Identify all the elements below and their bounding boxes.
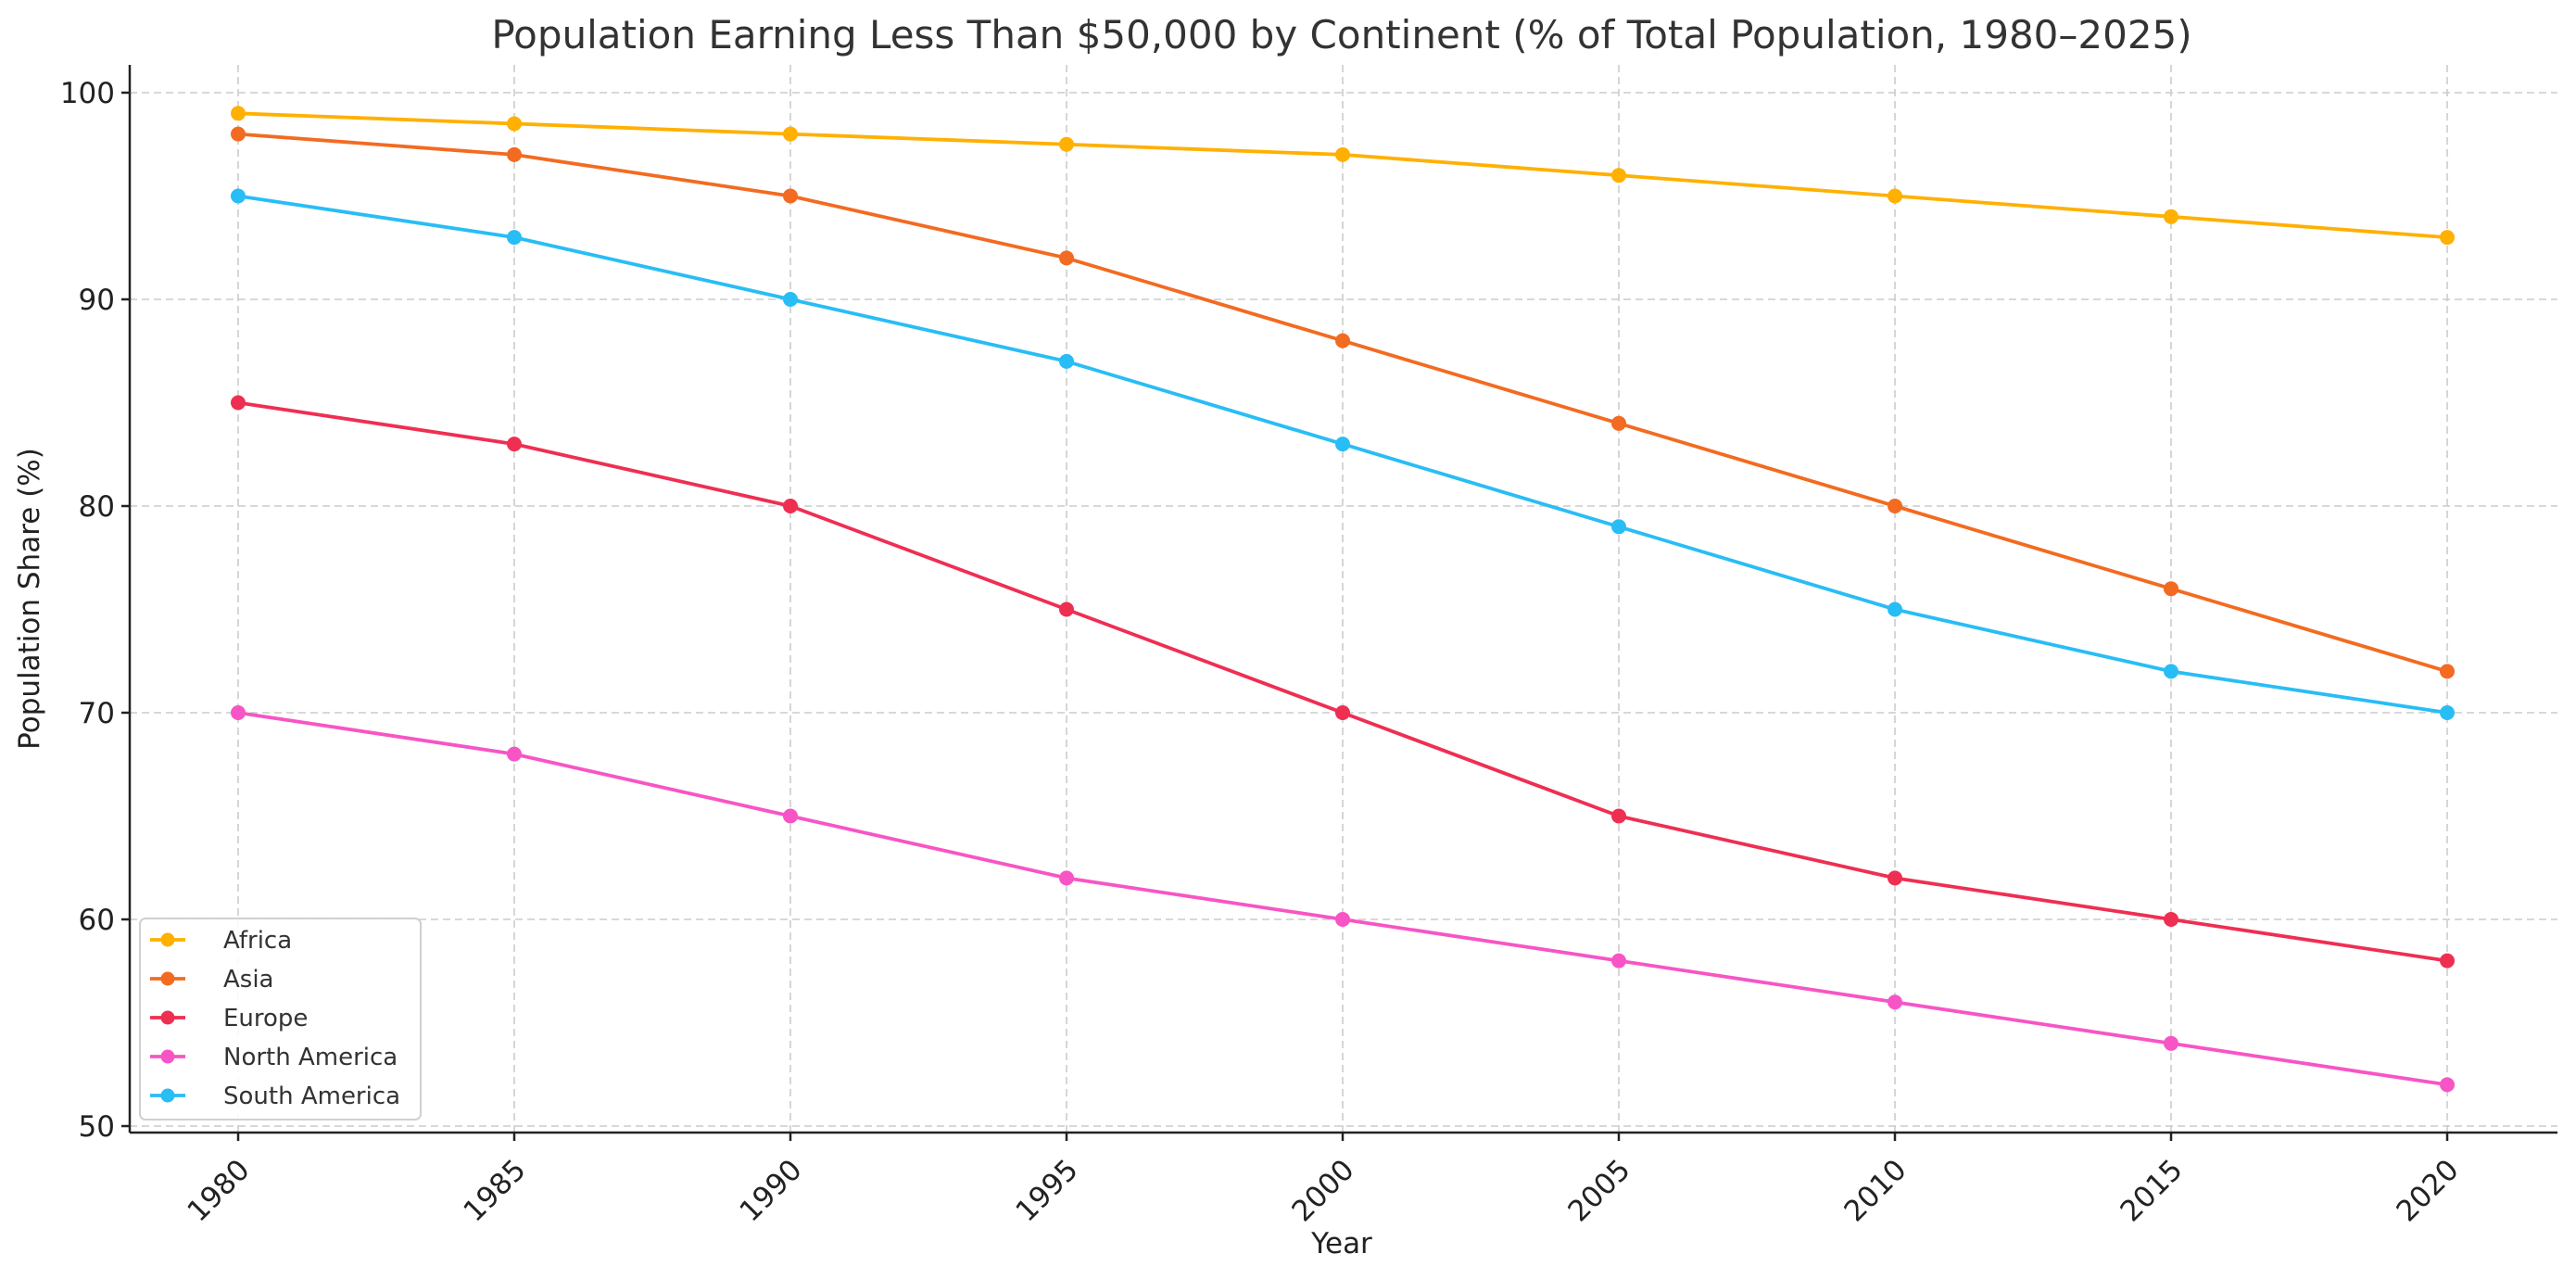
y-tick-label: 90 — [79, 284, 115, 317]
legend-marker — [160, 932, 175, 947]
point-north-america-2000 — [1335, 912, 1350, 927]
x-tick-label: 2015 — [2114, 1153, 2189, 1228]
point-north-america-1980 — [231, 705, 246, 720]
point-asia-2005 — [1611, 415, 1626, 431]
legend-item-south-america: South America — [150, 1083, 400, 1110]
y-axis-label: Population Share (%) — [13, 448, 46, 750]
point-europe-1990 — [783, 499, 798, 513]
y-tick-label: 70 — [79, 697, 115, 730]
x-tick-label: 2000 — [1285, 1153, 1360, 1228]
point-europe-1995 — [1059, 602, 1074, 617]
series-group — [231, 106, 2455, 1093]
series-europe — [231, 395, 2455, 969]
point-south-america-1980 — [231, 188, 246, 204]
y-tick-label: 50 — [79, 1110, 115, 1144]
point-north-america-2020 — [2440, 1077, 2455, 1093]
point-asia-2020 — [2440, 664, 2455, 679]
y-tick-label: 60 — [79, 904, 115, 937]
point-north-america-2005 — [1611, 953, 1626, 969]
series-north-america — [231, 705, 2455, 1093]
axes — [128, 65, 2557, 1134]
legend-marker — [160, 1010, 175, 1025]
point-africa-1980 — [231, 106, 246, 121]
legend: Africa Asia Europe North America South Ameri… — [139, 918, 422, 1121]
point-asia-1990 — [783, 188, 798, 204]
point-south-america-2010 — [1888, 602, 1902, 617]
legend-item-north-america: North America — [150, 1044, 398, 1071]
legend-marker — [160, 1088, 175, 1103]
y-tick-label: 100 — [60, 77, 115, 110]
point-north-america-1990 — [783, 808, 798, 824]
point-europe-1980 — [231, 395, 246, 411]
point-africa-1985 — [507, 116, 522, 132]
point-europe-2005 — [1611, 808, 1626, 824]
point-north-america-2015 — [2164, 1035, 2178, 1051]
x-tick-label: 2020 — [2390, 1153, 2465, 1228]
legend-item-europe: Europe — [150, 1005, 308, 1032]
legend-label: North America — [223, 1044, 398, 1071]
point-south-america-2005 — [1611, 519, 1626, 535]
point-north-america-1995 — [1059, 870, 1074, 886]
point-europe-2000 — [1335, 705, 1350, 720]
series-africa — [231, 106, 2455, 246]
legend-label: South America — [223, 1083, 400, 1110]
x-tick-label: 2005 — [1561, 1153, 1636, 1228]
point-south-america-2015 — [2164, 664, 2178, 679]
legend-marker — [160, 971, 175, 986]
point-north-america-1985 — [507, 746, 522, 762]
x-tick-label: 2010 — [1837, 1153, 1913, 1228]
point-asia-1995 — [1059, 250, 1074, 266]
x-tick-label: 1990 — [733, 1153, 808, 1228]
x-tick-label: 1995 — [1009, 1153, 1084, 1228]
point-asia-2000 — [1335, 333, 1350, 348]
legend-label: Africa — [223, 927, 292, 955]
point-africa-2020 — [2440, 230, 2455, 246]
x-ticks: 1980 1985 1990 1995 2000 2005 2010 2015 2020 — [181, 1133, 2466, 1228]
point-asia-2010 — [1888, 499, 1902, 513]
legend-box — [139, 918, 422, 1121]
point-asia-1985 — [507, 146, 522, 162]
y-ticks: 50 60 70 80 90 100 — [60, 77, 130, 1144]
point-south-america-1995 — [1059, 353, 1074, 369]
point-south-america-1985 — [507, 230, 522, 246]
chart-title: Population Earning Less Than $50,000 by … — [491, 12, 2191, 57]
legend-label: Europe — [223, 1005, 308, 1032]
point-africa-2010 — [1888, 188, 1902, 204]
point-asia-1980 — [231, 126, 246, 142]
legend-marker — [160, 1049, 175, 1064]
point-africa-2005 — [1611, 168, 1626, 184]
point-africa-1990 — [783, 126, 798, 142]
point-south-america-1990 — [783, 292, 798, 307]
x-tick-label: 1985 — [457, 1153, 532, 1228]
point-north-america-2010 — [1888, 994, 1902, 1010]
series-south-america — [231, 188, 2455, 720]
y-tick-label: 80 — [79, 490, 115, 524]
x-tick-label: 1980 — [181, 1153, 256, 1228]
point-south-america-2020 — [2440, 705, 2455, 720]
series-asia — [231, 126, 2455, 679]
point-europe-2015 — [2164, 912, 2178, 927]
point-europe-1985 — [507, 437, 522, 452]
point-africa-2000 — [1335, 146, 1350, 162]
x-axis-label: Year — [1310, 1227, 1372, 1260]
point-europe-2020 — [2440, 953, 2455, 969]
point-south-america-2000 — [1335, 437, 1350, 452]
legend-item-asia: Asia — [150, 966, 274, 994]
legend-item-africa: Africa — [150, 927, 292, 955]
point-africa-1995 — [1059, 136, 1074, 152]
point-africa-2015 — [2164, 209, 2178, 224]
point-asia-2015 — [2164, 581, 2178, 597]
point-europe-2010 — [1888, 870, 1902, 886]
legend-label: Asia — [223, 966, 274, 994]
grid — [130, 65, 2557, 1133]
